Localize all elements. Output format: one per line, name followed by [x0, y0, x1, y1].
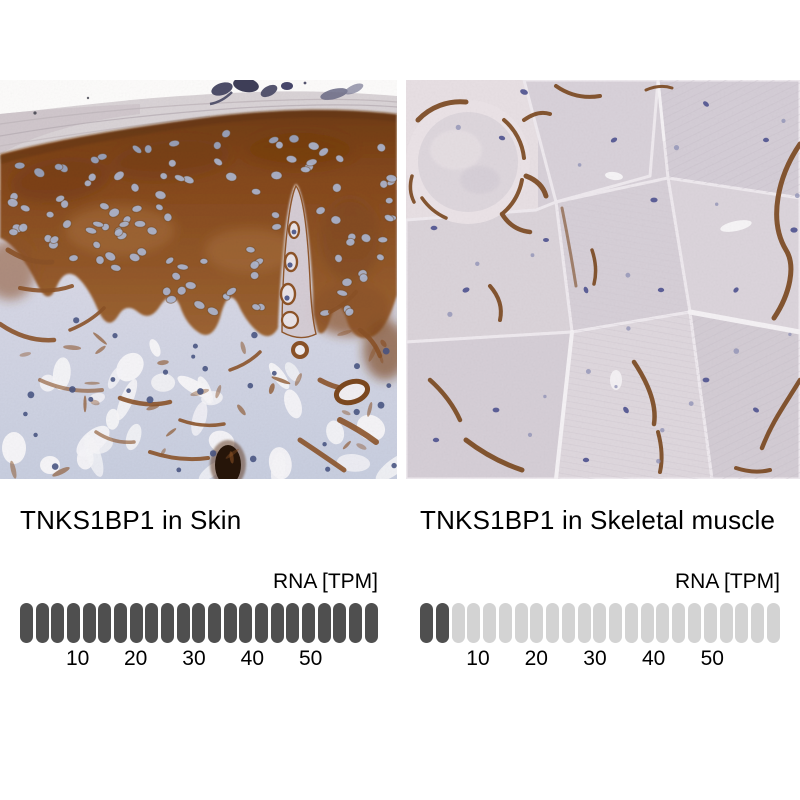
tpm-segment: [98, 603, 112, 643]
tpm-segment: [656, 603, 670, 643]
tpm-segment: [114, 603, 128, 643]
tpm-segment: [317, 603, 331, 643]
tpm-segment: [735, 603, 749, 643]
tpm-segment: [208, 603, 222, 643]
tpm-segment: [672, 603, 686, 643]
tpm-segment: [270, 603, 284, 643]
tpm-segment: [364, 603, 378, 643]
tpm-segment: [467, 603, 481, 643]
axis-tick-label: 40: [240, 647, 265, 670]
tpm-segment: [20, 603, 33, 643]
rna-tpm-label-skin: RNA [TPM]: [272, 570, 378, 593]
muscle-texture-noise: [406, 80, 800, 479]
ihc-image-skeletal-muscle: [406, 80, 800, 479]
tpm-bar-skin: [20, 603, 378, 643]
tpm-segment: [51, 603, 65, 643]
tpm-segment: [624, 603, 638, 643]
axis-tick-label: 50: [299, 647, 323, 670]
tpm-segment: [239, 603, 253, 643]
rna-tpm-label-skeletal-muscle: RNA [TPM]: [674, 570, 780, 593]
tpm-segment: [688, 603, 702, 643]
tpm-segment: [498, 603, 512, 643]
axis-tick-label: 30: [583, 647, 607, 670]
tpm-segment: [561, 603, 575, 643]
tpm-segment: [514, 603, 528, 643]
tpm-segment: [435, 603, 449, 643]
tpm-segment: [349, 603, 363, 643]
tpm-segment: [192, 603, 206, 643]
tpm-segment: [766, 603, 780, 643]
tpm-segment: [35, 603, 49, 643]
tpm-segment: [577, 603, 591, 643]
tpm-segment: [530, 603, 544, 643]
tpm-segment: [333, 603, 347, 643]
tpm-segment: [703, 603, 717, 643]
tpm-bar-skeletal-muscle: [420, 603, 780, 643]
axis-tick-label: 20: [524, 647, 548, 670]
tpm-segment: [176, 603, 190, 643]
tpm-axis-skin: 10 20 30 40 50: [20, 647, 378, 673]
axis-tick-label: 20: [123, 647, 148, 670]
tpm-segment: [82, 603, 96, 643]
axis-tick-label: 10: [65, 647, 90, 670]
caption-skeletal-muscle: TNKS1BP1 in Skeletal muscle: [420, 505, 776, 535]
tpm-segment: [593, 603, 607, 643]
axis-tick-label: 50: [700, 647, 724, 670]
axis-tick-label: 30: [182, 647, 206, 670]
tpm-segment: [302, 603, 316, 643]
tpm-segment: [451, 603, 465, 643]
tpm-segment: [546, 603, 560, 643]
tpm-segment: [161, 603, 175, 643]
axis-tick-label: 40: [641, 647, 666, 670]
tpm-segment: [223, 603, 237, 643]
tpm-segment: [255, 603, 269, 643]
tpm-segment: [129, 603, 143, 643]
tpm-segment: [420, 603, 433, 643]
skin-texture-noise: [0, 80, 397, 479]
tpm-segment: [145, 603, 159, 643]
tpm-segment: [751, 603, 765, 643]
tpm-axis-skeletal-muscle: 10 20 30 40 50: [420, 647, 780, 673]
tpm-segment: [286, 603, 300, 643]
caption-skin: TNKS1BP1 in Skin: [20, 505, 242, 535]
tpm-segment: [483, 603, 497, 643]
tpm-segment: [719, 603, 733, 643]
tpm-segment: [67, 603, 81, 643]
ihc-image-skin: [0, 80, 397, 479]
axis-tick-label: 10: [466, 647, 490, 670]
tpm-segment: [609, 603, 623, 643]
tpm-segment: [640, 603, 654, 643]
